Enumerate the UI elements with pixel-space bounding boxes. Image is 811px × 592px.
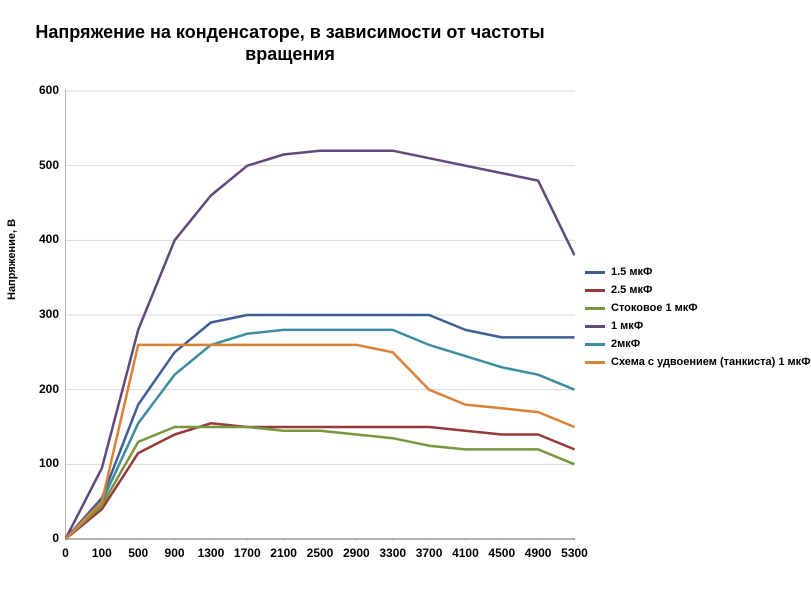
legend-label: 2.5 мкФ bbox=[611, 284, 652, 296]
legend-label: 1 мкФ bbox=[611, 320, 643, 332]
x-tick-label: 1300 bbox=[196, 546, 226, 560]
legend: 1.5 мкФ 2.5 мкФ Стоковое 1 мкФ 1 мкФ 2мкФ Схе… bbox=[585, 260, 811, 374]
x-tick-label: 4100 bbox=[450, 546, 480, 560]
x-tick-label: 4500 bbox=[487, 546, 517, 560]
plot-area bbox=[65, 90, 575, 540]
x-tick-label: 500 bbox=[123, 546, 153, 560]
x-tick-label: 2100 bbox=[269, 546, 299, 560]
y-tick-label: 300 bbox=[29, 307, 59, 321]
legend-swatch bbox=[585, 271, 605, 274]
y-tick-label: 200 bbox=[29, 382, 59, 396]
legend-item: 2мкФ bbox=[585, 338, 811, 350]
y-axis-label: Напряжение, В bbox=[6, 219, 18, 300]
y-tick-label: 400 bbox=[29, 232, 59, 246]
y-tick-label: 600 bbox=[29, 83, 59, 97]
x-tick-label: 2500 bbox=[305, 546, 335, 560]
y-tick-label: 100 bbox=[29, 456, 59, 470]
legend-label: Схема с удвоением (танкиста) 1 мкФ bbox=[611, 356, 811, 368]
x-tick-label: 3700 bbox=[414, 546, 444, 560]
x-tick-label: 5300 bbox=[560, 546, 590, 560]
x-tick-label: 0 bbox=[51, 546, 81, 560]
legend-item: Стоковое 1 мкФ bbox=[585, 302, 811, 314]
legend-item: 1.5 мкФ bbox=[585, 266, 811, 278]
legend-swatch bbox=[585, 361, 605, 364]
chart-title-line2: вращения bbox=[0, 44, 580, 66]
x-tick-label: 4900 bbox=[523, 546, 553, 560]
y-tick-label: 500 bbox=[29, 158, 59, 172]
x-tick-label: 2900 bbox=[341, 546, 371, 560]
legend-item: 2.5 мкФ bbox=[585, 284, 811, 296]
legend-label: Стоковое 1 мкФ bbox=[611, 302, 698, 314]
chart-title: Напряжение на конденсаторе, в зависимост… bbox=[0, 22, 580, 65]
chart-title-line1: Напряжение на конденсаторе, в зависимост… bbox=[0, 22, 580, 44]
legend-swatch bbox=[585, 343, 605, 346]
legend-label: 1.5 мкФ bbox=[611, 266, 652, 278]
x-tick-label: 3300 bbox=[378, 546, 408, 560]
chart-container: { "chart": { "type": "line", "title_line… bbox=[0, 0, 811, 592]
x-tick-label: 900 bbox=[160, 546, 190, 560]
x-tick-label: 100 bbox=[87, 546, 117, 560]
legend-swatch bbox=[585, 289, 605, 292]
legend-swatch bbox=[585, 307, 605, 310]
legend-item: 1 мкФ bbox=[585, 320, 811, 332]
legend-label: 2мкФ bbox=[611, 338, 640, 350]
x-tick-label: 1700 bbox=[232, 546, 262, 560]
legend-swatch bbox=[585, 325, 605, 328]
y-tick-label: 0 bbox=[29, 531, 59, 545]
legend-item: Схема с удвоением (танкиста) 1 мкФ bbox=[585, 356, 811, 368]
